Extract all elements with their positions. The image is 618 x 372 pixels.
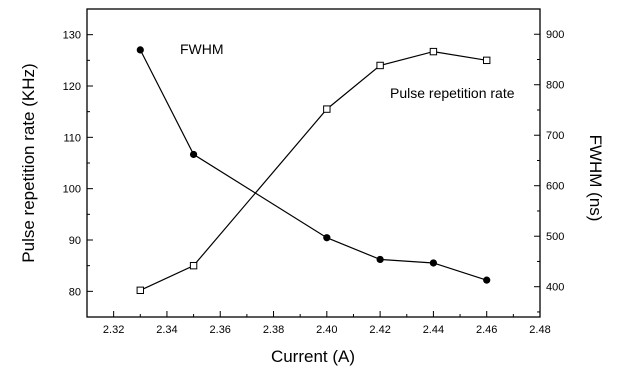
y-right-tick-label: 500 <box>546 231 564 243</box>
series-label-fwhm: FWHM <box>180 41 224 57</box>
x-tick-label: 2.48 <box>529 324 550 336</box>
x-axis-title: Current (A) <box>271 347 355 366</box>
y-right-tick-label: 900 <box>546 29 564 41</box>
data-point-fwhm <box>483 276 491 284</box>
y-left-tick-label: 110 <box>63 132 81 144</box>
data-point-pulse-repetition-rate <box>189 261 198 270</box>
data-point-fwhm <box>376 255 384 264</box>
series-line-fwhm <box>139 49 487 281</box>
y-left-tick-label: 120 <box>63 81 81 93</box>
y-right-tick-label: 700 <box>546 130 564 142</box>
series-lines <box>139 49 487 291</box>
y-right-tick-label: 400 <box>546 282 564 294</box>
data-point-fwhm <box>189 150 198 159</box>
y-left-tick-label: 100 <box>63 184 81 196</box>
series-markers <box>136 46 491 295</box>
data-point-fwhm <box>429 259 438 267</box>
x-tick-label: 2.38 <box>263 324 284 336</box>
x-tick-label: 2.32 <box>103 324 124 336</box>
data-point-fwhm <box>136 46 144 54</box>
plot-frame <box>86 8 541 318</box>
data-point-pulse-repetition-rate <box>323 105 331 113</box>
y-right-tick-label: 600 <box>546 181 564 193</box>
series-line-pulse-repetition-rate <box>140 50 487 291</box>
y-axis-right-title: FWHM (ns) <box>586 135 605 222</box>
x-tick-label: 2.42 <box>369 324 390 336</box>
x-tick-label: 2.34 <box>156 324 177 336</box>
series-label-pulse-repetition-rate: Pulse repetition rate <box>390 85 515 101</box>
x-tick-label: 2.40 <box>316 324 337 336</box>
axis-ticks: 2.32 2.34 2.36 2.38 2.40 2.42 2.44 2.46 2.48 80 90… <box>63 8 564 336</box>
y-axis-left-title: Pulse repetition rate (KHz) <box>19 63 38 262</box>
data-point-pulse-repetition-rate <box>429 47 438 56</box>
y-left-tick-label: 90 <box>69 235 81 247</box>
x-tick-label: 2.36 <box>210 324 231 336</box>
data-point-pulse-repetition-rate <box>483 56 491 65</box>
y-right-tick-label: 800 <box>546 80 564 92</box>
x-tick-label: 2.46 <box>476 324 497 336</box>
x-tick-label: 2.44 <box>423 324 444 336</box>
data-point-pulse-repetition-rate <box>136 286 144 295</box>
data-point-pulse-repetition-rate <box>376 61 384 70</box>
y-left-tick-label: 80 <box>69 286 81 298</box>
y-left-tick-label: 130 <box>63 30 81 42</box>
data-point-fwhm <box>323 234 331 242</box>
